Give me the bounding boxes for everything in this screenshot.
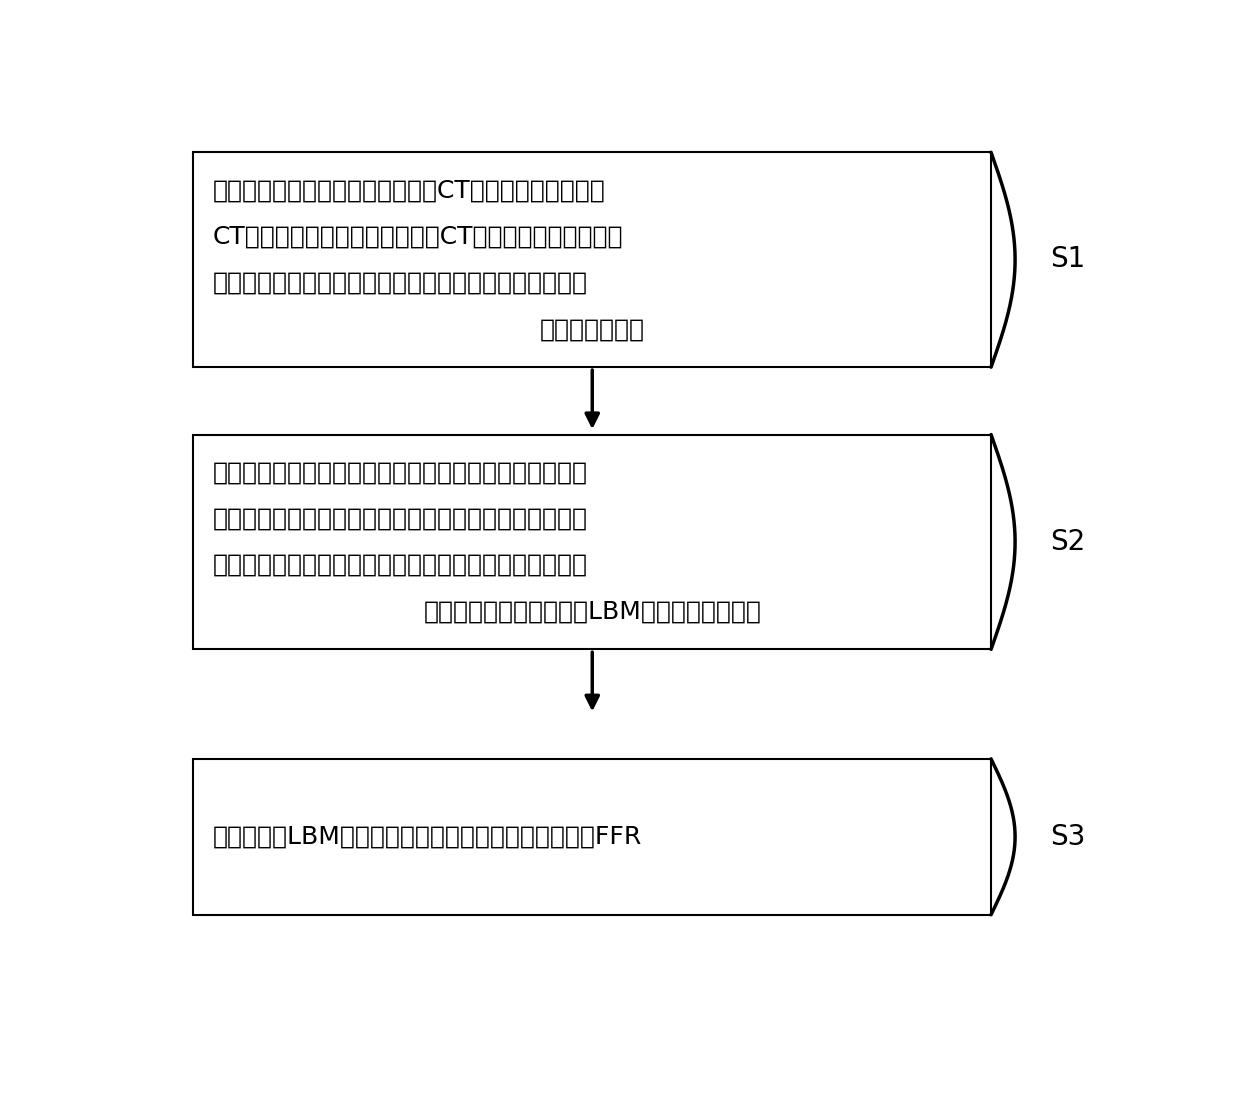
Text: 建立心脏的三维模型，包括：利用CT设备扫描得到心脏的: 建立心脏的三维模型，包括：利用CT设备扫描得到心脏的 xyxy=(213,178,605,202)
FancyBboxPatch shape xyxy=(193,152,991,368)
Text: CT成像二维灰度图片，将心脏的CT成像二维灰度图片进行: CT成像二维灰度图片，将心脏的CT成像二维灰度图片进行 xyxy=(213,224,624,248)
FancyBboxPatch shape xyxy=(193,759,991,915)
Text: 格建立格子玻尔兹曼方法LBM血液流动计算模型: 格建立格子玻尔兹曼方法LBM血液流动计算模型 xyxy=(423,600,761,624)
Text: S1: S1 xyxy=(1050,245,1085,274)
Text: 根据建立的冠状动脉三维结构，建立血液的流体力学模型: 根据建立的冠状动脉三维结构，建立血液的流体力学模型 xyxy=(213,461,588,485)
Text: 行离散网格化，生成自适应加密网格；基于自适应加密网: 行离散网格化，生成自适应加密网格；基于自适应加密网 xyxy=(213,554,588,578)
Text: S2: S2 xyxy=(1050,528,1085,556)
Text: 根据建立的LBM血液流动计算模型，计算血流储备分数FFR: 根据建立的LBM血液流动计算模型，计算血流储备分数FFR xyxy=(213,825,642,849)
Text: ，包括：采用自适应局部加密技术对三维心脏模型结构进: ，包括：采用自适应局部加密技术对三维心脏模型结构进 xyxy=(213,507,588,531)
Text: S3: S3 xyxy=(1050,823,1086,851)
Text: 状动脉三维结构: 状动脉三维结构 xyxy=(539,317,645,341)
FancyBboxPatch shape xyxy=(193,434,991,650)
Text: 二值化处理，并根据预设关系进行堆叠，获取堆叠后的冠: 二值化处理，并根据预设关系进行堆叠，获取堆叠后的冠 xyxy=(213,271,588,295)
